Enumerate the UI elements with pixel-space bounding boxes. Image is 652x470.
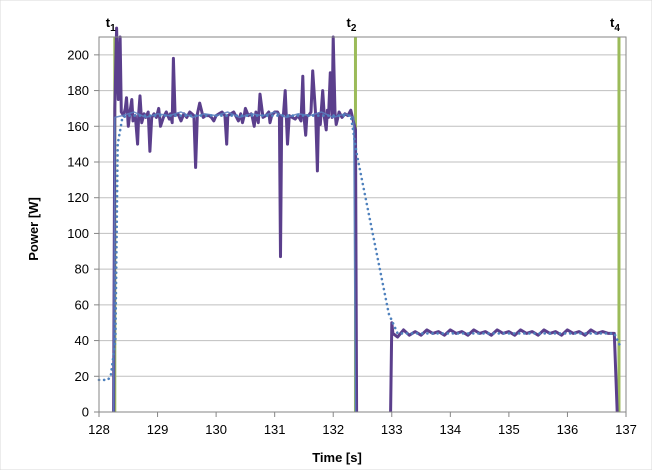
marker-label-t2: t2 <box>346 15 356 34</box>
marker-label-base: t <box>106 15 111 30</box>
x-tick-label: 133 <box>381 422 403 437</box>
x-tick-label: 129 <box>147 422 169 437</box>
y-tick-label: 160 <box>67 119 89 134</box>
y-tick-label: 60 <box>75 297 89 312</box>
series-layer <box>97 26 622 413</box>
x-tick-labels: 128 129 130 131 132 133 134 135 136 137 <box>88 422 637 437</box>
x-axis-title: Time [s] <box>312 450 362 465</box>
y-axis-title: Power [W] <box>26 197 41 261</box>
marker-label-base: t <box>346 15 351 30</box>
y-tick-label: 80 <box>75 262 89 277</box>
x-tick-label: 130 <box>205 422 227 437</box>
y-tick-label: 20 <box>75 369 89 384</box>
y-tick-label: 200 <box>67 47 89 62</box>
x-tick-label: 131 <box>264 422 286 437</box>
y-tick-label: 120 <box>67 190 89 205</box>
marker-label-t1: t1 <box>106 15 116 34</box>
y-tick-label: 40 <box>75 333 89 348</box>
series-line-3 <box>112 111 357 413</box>
series-line-1 <box>112 26 359 413</box>
marker-labels: t1 t2 t4 <box>106 15 621 34</box>
x-tick-label: 134 <box>439 422 461 437</box>
marker-label-subscript: 2 <box>351 23 357 34</box>
y-tick-labels: 0 20 40 60 80 100 120 140 160 180 200 <box>67 47 89 419</box>
grid-layer <box>94 54 627 417</box>
plot-frame <box>98 36 627 413</box>
y-tick-label: 0 <box>82 405 89 420</box>
x-tick-label: 136 <box>557 422 579 437</box>
x-tick-label: 137 <box>615 422 637 437</box>
x-tick-label: 128 <box>88 422 110 437</box>
series-line-4 <box>97 114 622 382</box>
marker-label-base: t <box>610 15 615 30</box>
marker-label-subscript: 1 <box>110 23 116 34</box>
y-tick-label: 140 <box>67 155 89 170</box>
marker-label-subscript: 4 <box>614 23 620 34</box>
x-tick-label: 132 <box>322 422 344 437</box>
x-tick-label: 135 <box>498 422 520 437</box>
y-tick-label: 100 <box>67 226 89 241</box>
marker-label-t4: t4 <box>610 15 620 34</box>
y-tick-label: 180 <box>67 83 89 98</box>
